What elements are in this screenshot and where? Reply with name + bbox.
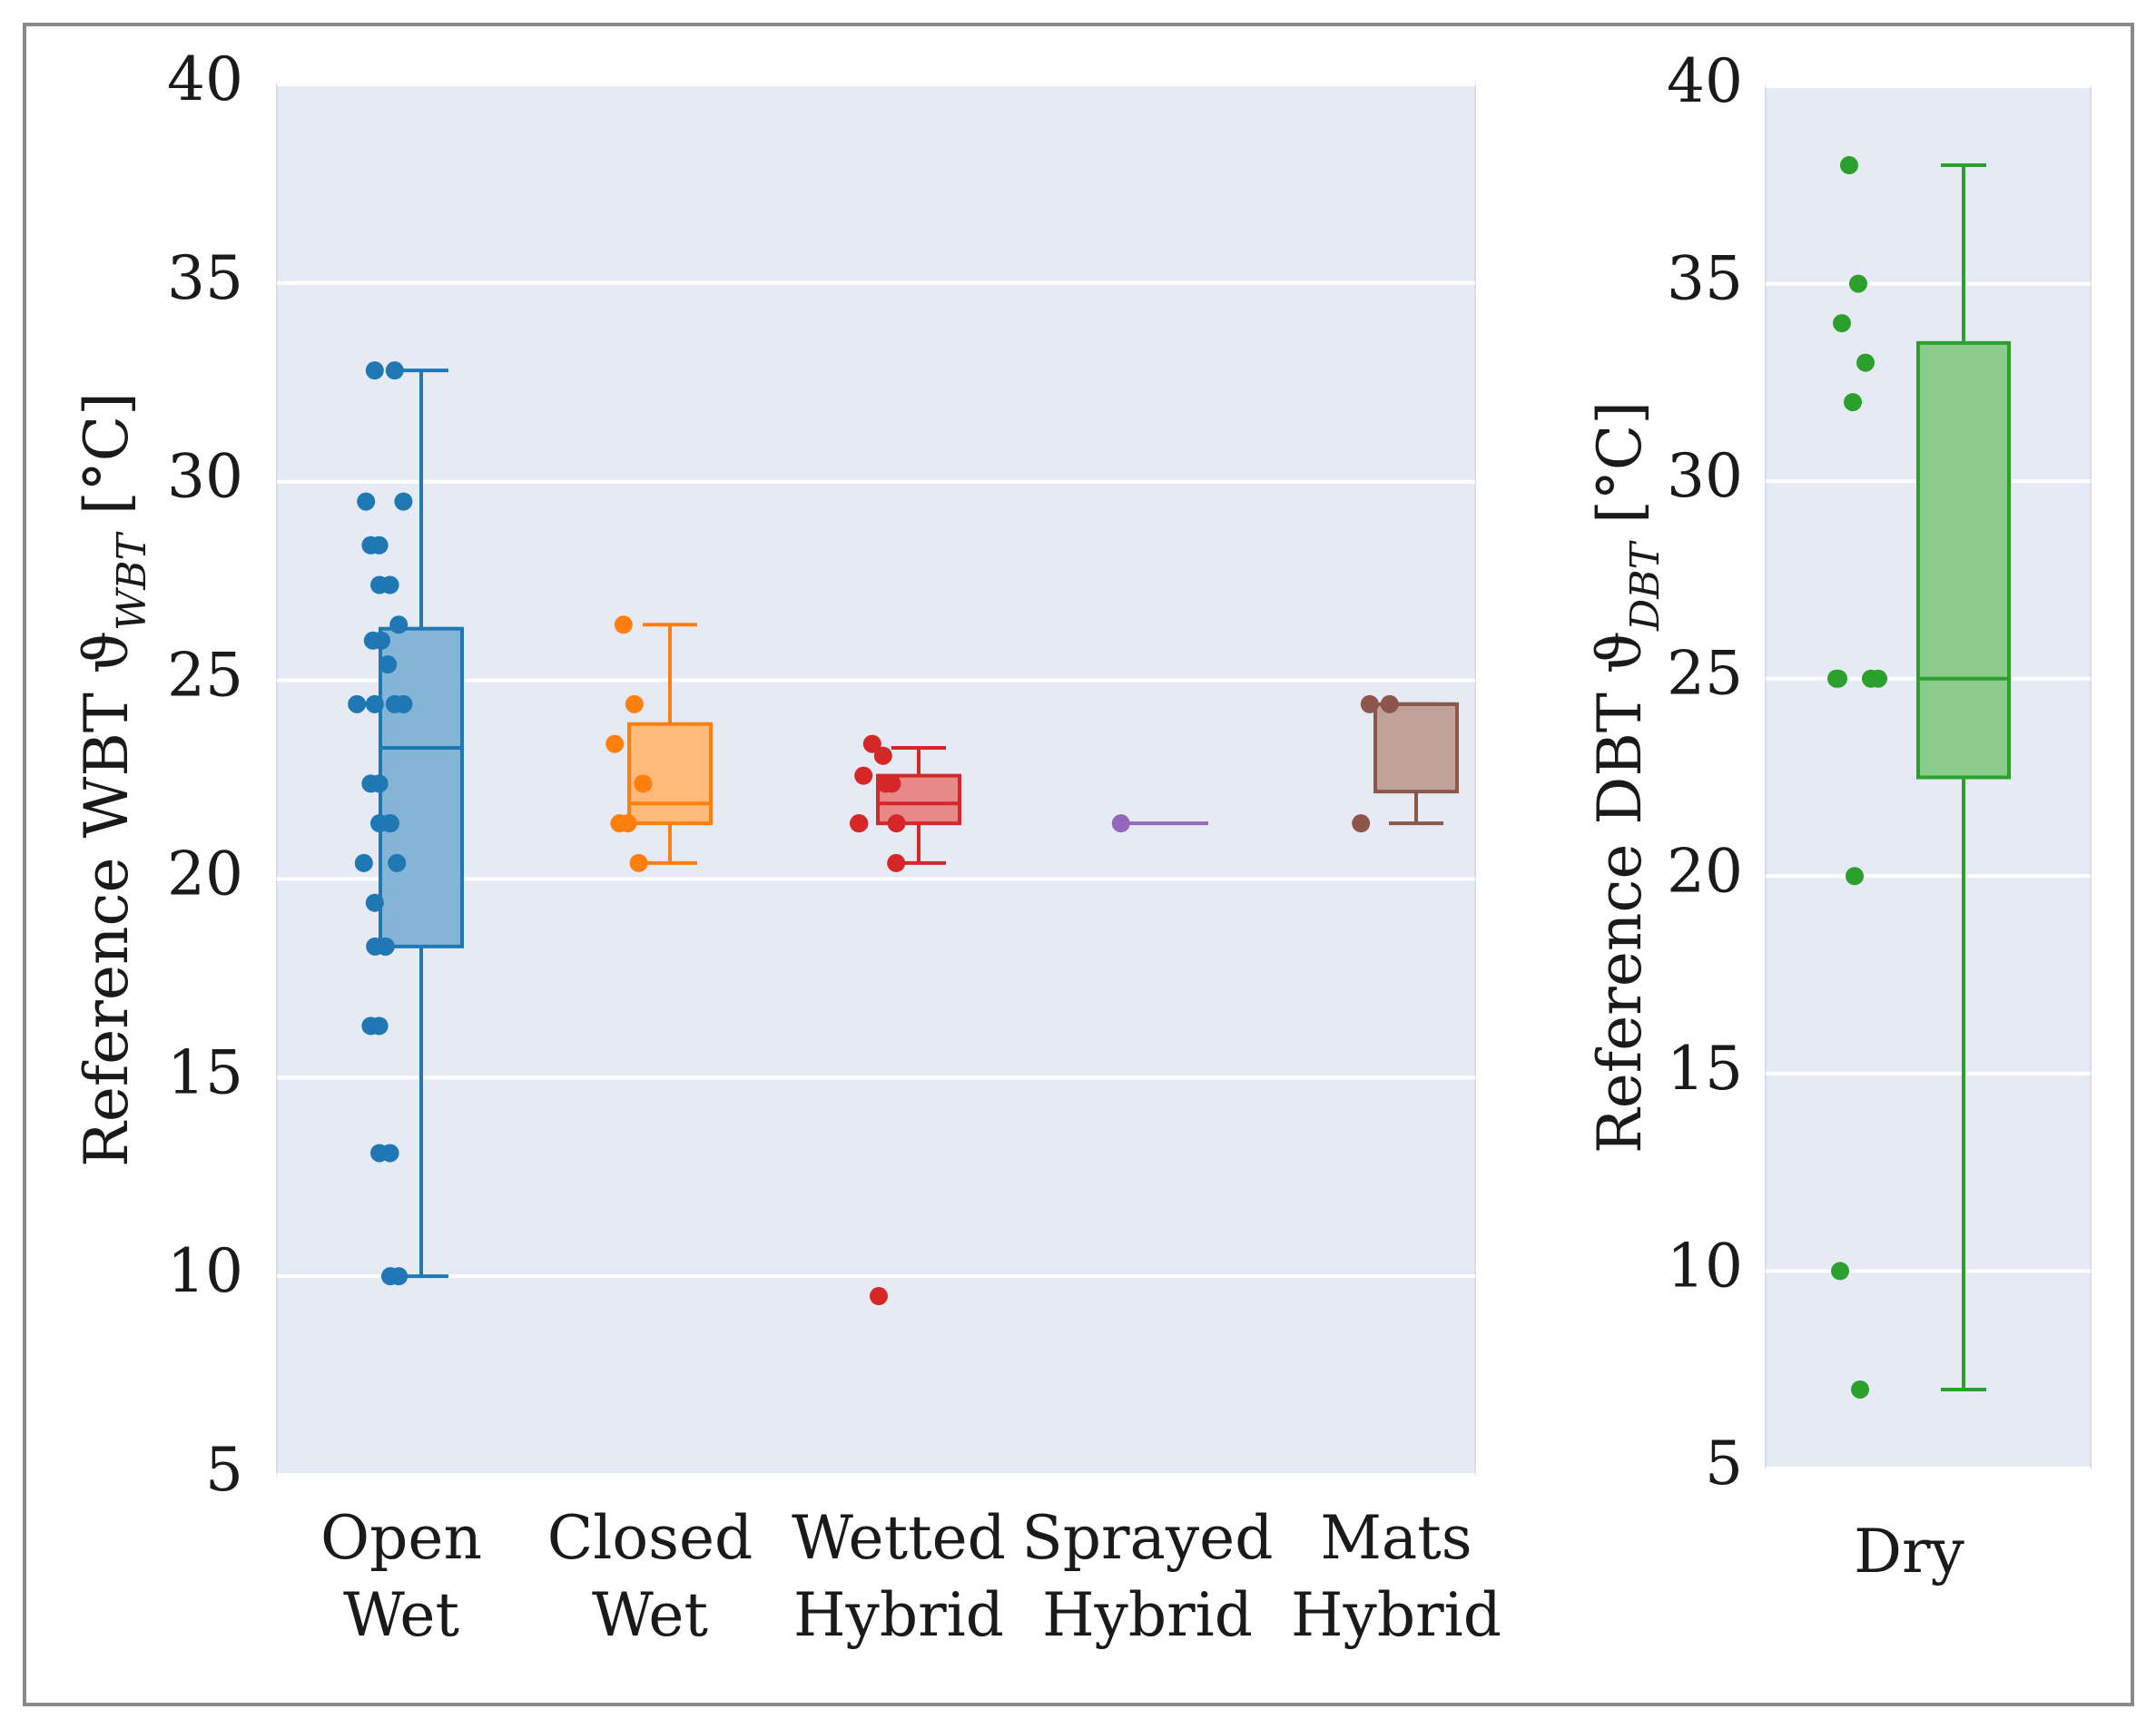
data-point (1111, 814, 1130, 833)
data-point (862, 734, 881, 753)
data-point (348, 694, 367, 713)
data-point (876, 774, 895, 793)
box (627, 722, 713, 826)
data-point (1869, 669, 1887, 688)
y-tick-label: 35 (1667, 244, 1743, 314)
category-label: Closed (547, 1503, 753, 1573)
data-point (1831, 1262, 1849, 1281)
data-point (388, 853, 407, 872)
data-point (394, 694, 413, 713)
y-axis-label: Reference DBT ϑDBT [°C] (1585, 401, 1669, 1154)
data-point (365, 893, 384, 912)
data-point (1846, 867, 1864, 886)
data-point (873, 746, 892, 765)
chart-dbt: 5 10 15 20 25 30 35 40 Reference DBT ϑDBT [°C] Dr… (1585, 46, 2092, 1587)
box (1373, 702, 1459, 794)
data-point (634, 774, 653, 793)
data-point (376, 937, 395, 956)
data-point (854, 766, 873, 785)
category-label: Hybrid (1042, 1580, 1253, 1650)
y-tick-label: 10 (167, 1236, 243, 1306)
y-tick-label: 25 (1667, 639, 1743, 709)
y-tick-label: 5 (1705, 1429, 1743, 1498)
data-point (361, 774, 380, 793)
data-point (361, 1017, 380, 1036)
y-tick-label: 40 (1667, 46, 1743, 116)
category-label: Mats (1320, 1503, 1472, 1573)
data-point (1840, 156, 1858, 175)
data-point (1856, 353, 1875, 372)
data-point (887, 814, 906, 833)
data-point (389, 615, 409, 634)
category-label: Open (320, 1503, 482, 1573)
data-point (1833, 314, 1851, 333)
y-tick-label: 25 (167, 641, 243, 711)
data-point (850, 814, 868, 833)
data-point (394, 492, 413, 511)
category-label: Hybrid (1291, 1580, 1501, 1650)
data-point (1827, 669, 1846, 688)
y-tick-label: 35 (167, 243, 243, 313)
y-axis-label: Reference WBT ϑWBT [°C] (72, 392, 155, 1167)
data-point (370, 1144, 389, 1163)
category-label: Wetted (792, 1503, 1006, 1573)
y-tick-label: 15 (1667, 1034, 1743, 1104)
data-point (625, 694, 644, 713)
y-tick-label: 40 (167, 44, 243, 114)
data-point (1844, 393, 1862, 412)
data-point (610, 814, 629, 833)
y-tick-label: 15 (167, 1037, 243, 1107)
category-label: Wet (343, 1580, 459, 1650)
data-point (629, 853, 648, 872)
data-point (379, 655, 398, 674)
data-point (870, 1287, 888, 1306)
data-point (1352, 814, 1371, 833)
data-point (370, 575, 389, 594)
data-point (361, 535, 380, 555)
y-tick-label: 10 (1667, 1231, 1743, 1301)
data-point (365, 361, 384, 380)
category-label: Wet (592, 1580, 708, 1650)
box (1916, 340, 2011, 780)
y-tick-label: 5 (205, 1435, 243, 1505)
chart-wbt: 5 10 15 20 25 30 35 40 Reference WBT ϑWBT [°C] Op… (72, 44, 1501, 1650)
data-point (354, 853, 373, 872)
y-tick-label: 30 (167, 442, 243, 512)
data-point (1851, 1380, 1869, 1399)
data-point (385, 361, 404, 380)
category-group: Dry (1827, 156, 2011, 1587)
data-point (363, 631, 382, 650)
data-point (357, 492, 376, 511)
data-point (381, 1267, 399, 1286)
data-point (1380, 694, 1399, 713)
category-label: Dry (1854, 1517, 1964, 1587)
y-tick-label: 30 (1667, 441, 1743, 511)
data-point (1360, 694, 1379, 713)
data-point (605, 734, 625, 753)
box (379, 626, 464, 948)
data-point (887, 853, 906, 872)
data-point (1849, 274, 1867, 293)
y-tick-label: 20 (167, 839, 243, 909)
category-label: Sprayed (1022, 1503, 1274, 1573)
y-tick-label: 20 (1667, 836, 1743, 906)
data-point (614, 615, 633, 634)
data-point (365, 694, 384, 713)
category-label: Hybrid (793, 1580, 1004, 1650)
data-point (381, 814, 399, 833)
